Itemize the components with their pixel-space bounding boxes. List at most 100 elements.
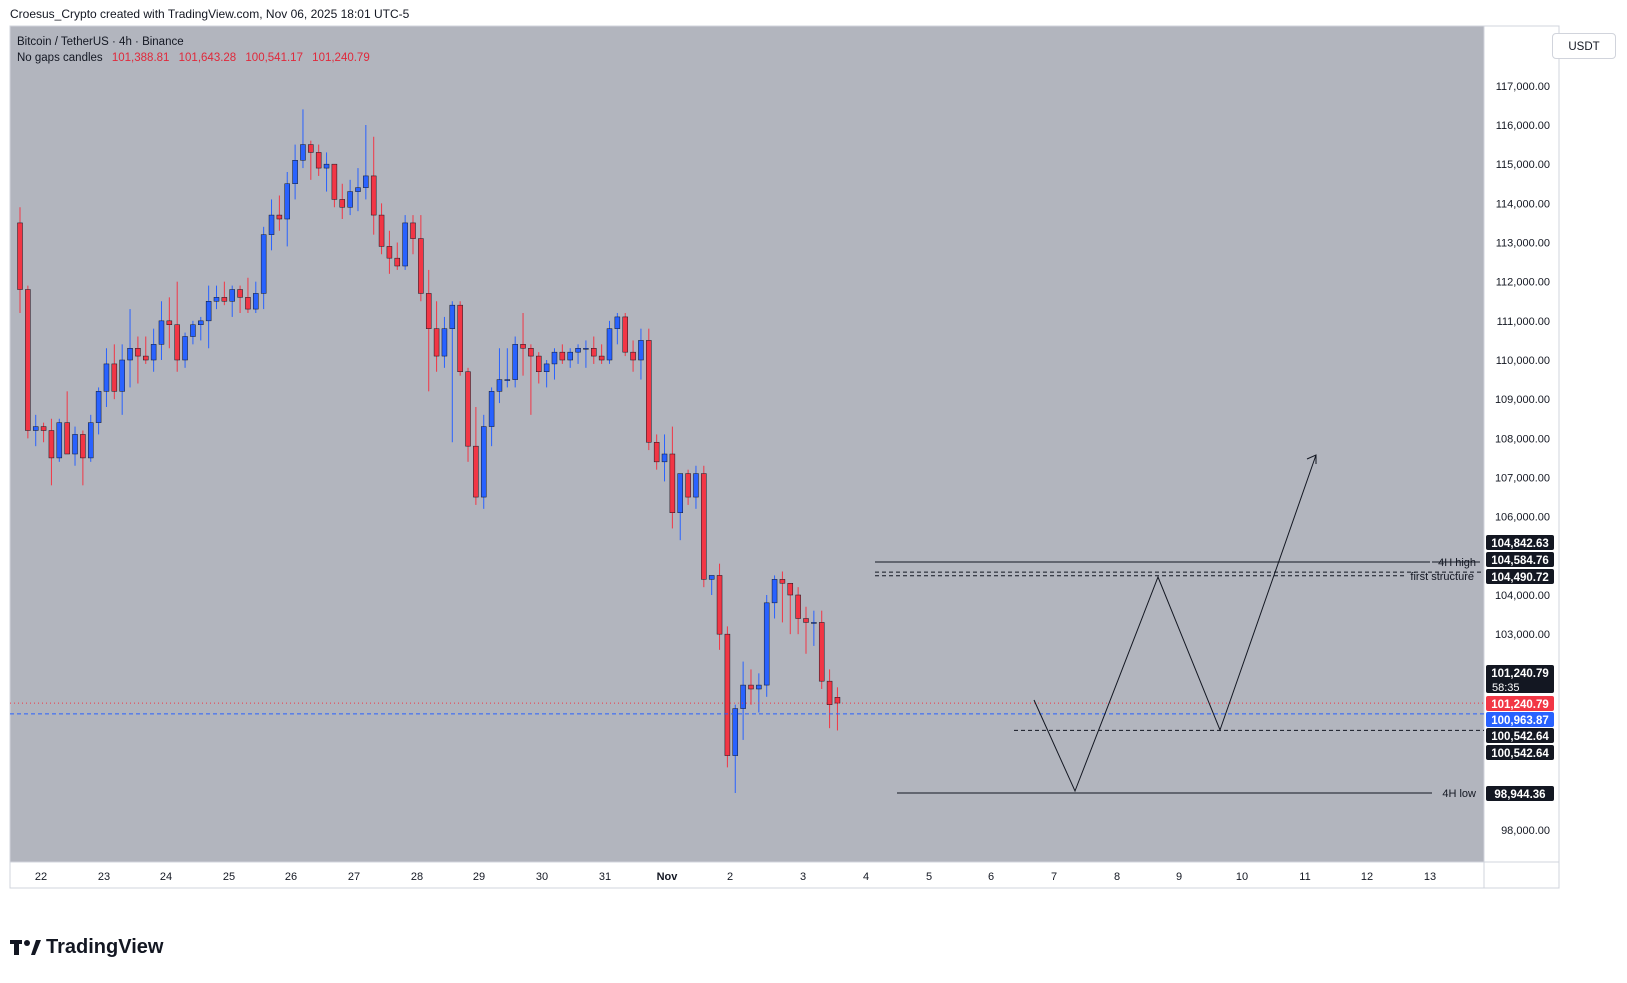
candle-body <box>622 316 628 353</box>
candle-body <box>740 684 746 709</box>
candle-body <box>488 391 495 427</box>
x-tick-label: 26 <box>285 871 297 883</box>
candle-body <box>198 320 204 326</box>
symbol-title: Bitcoin / TetherUS · 4h · Binance <box>17 36 184 48</box>
x-tick-label: 8 <box>1114 871 1120 883</box>
brand-name: TradingView <box>46 935 164 958</box>
candle-body <box>213 297 220 302</box>
x-tick-label: Nov <box>657 871 679 883</box>
price-tag <box>1486 786 1554 801</box>
candle-body <box>245 297 251 310</box>
candle-body <box>708 575 715 580</box>
candle-body <box>17 222 23 290</box>
x-tick-label: 3 <box>800 871 806 883</box>
tradingview-footer: TradingView <box>10 932 163 962</box>
candle-body <box>449 304 456 329</box>
candle-body <box>630 351 636 361</box>
price-tag-label: 104,842.63 <box>1491 538 1549 550</box>
y-tick-label: 104,000.00 <box>1495 590 1550 602</box>
candle-body <box>795 594 801 619</box>
candle-body <box>40 426 47 431</box>
x-tick-label: 9 <box>1176 871 1182 883</box>
level-label: 4H low <box>1442 788 1476 800</box>
x-tick-label: 13 <box>1424 871 1436 883</box>
price-tag <box>1486 745 1554 760</box>
candle-body <box>127 348 133 361</box>
price-tag-label: 100,963.87 <box>1491 715 1549 727</box>
candle-body <box>182 336 188 361</box>
candle-body <box>323 163 330 169</box>
x-tick-label: 6 <box>988 871 994 883</box>
x-tick-label: 30 <box>536 871 548 883</box>
y-tick-label: 113,000.00 <box>1496 238 1550 250</box>
candle-body <box>465 371 471 447</box>
currency-button[interactable]: USDT <box>1552 33 1616 59</box>
price-tag <box>1486 535 1554 550</box>
y-tick-label: 110,000.00 <box>1496 355 1550 367</box>
candle-body <box>166 320 173 326</box>
price-tag <box>1486 552 1554 567</box>
candle-body <box>378 214 385 247</box>
y-tick-label: 106,000.00 <box>1495 512 1550 524</box>
x-tick-label: 29 <box>473 871 485 883</box>
level-label: 4H high <box>1438 557 1476 569</box>
candle-body <box>119 359 125 392</box>
candle-body <box>614 316 621 329</box>
candle-body <box>284 183 290 220</box>
price-tag-label: 101,240.79 <box>1491 668 1549 680</box>
tradingview-logo-icon <box>10 940 41 955</box>
candle-body <box>205 301 212 322</box>
candle-body <box>591 348 597 357</box>
candle-body <box>811 622 817 624</box>
candle-body <box>103 363 110 392</box>
y-tick-label: 98,000.00 <box>1501 825 1550 837</box>
chart-frame <box>9 25 1560 889</box>
candle-body <box>418 238 424 294</box>
candle-body <box>72 434 78 455</box>
candle-body <box>457 304 463 372</box>
candle-body <box>536 355 542 373</box>
price-tag <box>1486 728 1554 743</box>
price-tag-label: 104,490.72 <box>1491 572 1549 584</box>
candle-body <box>331 163 338 200</box>
candle-body <box>716 575 723 635</box>
candle-body <box>732 708 739 756</box>
candle-body <box>221 297 228 302</box>
candle-body <box>237 289 243 298</box>
candle-body <box>229 289 235 302</box>
candle-body <box>567 351 573 361</box>
candle-body <box>480 426 487 498</box>
candle-body <box>763 602 770 686</box>
candle-body <box>473 445 479 498</box>
candle-body <box>803 618 809 623</box>
ohlc-close: 101,240.79 <box>312 52 370 64</box>
candle-body <box>292 160 298 184</box>
x-tick-label: 23 <box>98 871 110 883</box>
ohlc-row: No gaps candles 101,388.81 101,643.28 10… <box>17 50 370 66</box>
projection-path <box>1033 454 1317 793</box>
candle-body <box>48 430 55 459</box>
candle-body <box>504 379 511 381</box>
candle-body <box>677 473 683 514</box>
y-tick-label: 116,000.00 <box>1496 120 1550 132</box>
candle-body <box>834 697 841 704</box>
candle-body <box>135 348 141 357</box>
y-tick-label: 109,000.00 <box>1495 394 1550 406</box>
candle-body <box>190 324 196 337</box>
x-tick-label: 4 <box>863 871 869 883</box>
candle-body <box>32 426 39 431</box>
x-tick-label: 24 <box>160 871 172 883</box>
candle-body <box>646 340 652 443</box>
candle-body <box>543 363 550 372</box>
x-tick-label: 5 <box>926 871 932 883</box>
candle-body <box>771 579 778 604</box>
candle-body <box>724 633 731 756</box>
candle-body <box>394 257 401 267</box>
attribution-text: Croesus_Crypto created with TradingView.… <box>10 7 410 21</box>
candle-body <box>661 453 668 463</box>
projection-arrowhead <box>1306 454 1317 464</box>
price-tag-countdown: 58:35 <box>1492 682 1520 694</box>
candle-body <box>386 246 393 259</box>
y-tick-label: 114,000.00 <box>1496 198 1550 210</box>
